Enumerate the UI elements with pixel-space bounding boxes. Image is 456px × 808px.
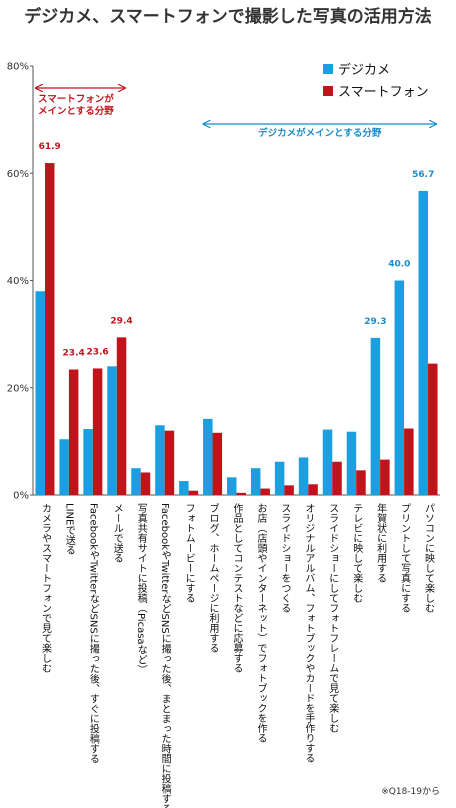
category-label-7: ブログ、ホームページに利用する [207,502,219,653]
bar-digicam-12 [322,429,333,495]
category-label-9: お店（店頭やインターネット）でフォトブックを作る [255,503,267,743]
data-label: 29.4 [110,316,132,326]
bar-digicam-5 [155,425,165,495]
category-label-5: FacebookやTwitterなどSNSに撮った後、まとまった時間に投稿する [159,503,171,808]
bar-digicam-0 [35,291,45,495]
category-label-13: テレビに映して楽しむ [351,503,363,603]
category-label-1: LINEで送る [63,503,75,555]
category-label-6: フォトムービーにする [183,503,195,603]
bar-digicam-13 [346,431,357,495]
annotation-text: メインとする分野 [38,105,114,117]
bar-digicam-2 [83,429,93,495]
legend-swatch-digicam [323,64,333,74]
bar-digicam-4 [131,468,141,495]
bar-smartphone-11 [308,484,318,495]
bar-smartphone-4 [140,472,151,495]
data-label: 40.0 [388,260,410,270]
category-label-16: パソコンに映して楽しむ [423,503,435,613]
bar-smartphone-1 [68,369,79,495]
data-label: 29.3 [364,317,386,327]
bar-smartphone-13 [356,470,366,495]
data-label: 56.7 [412,170,434,180]
bar-digicam-16 [418,190,429,495]
bar-smartphone-2 [92,368,103,495]
footnote: ※Q18-19から [381,786,440,797]
bar-digicam-6 [179,481,189,495]
category-label-15: プリントして写真にする [399,503,411,613]
bar-smartphone-6 [188,490,199,495]
y-tick-label: 80% [7,62,29,73]
data-label: 61.9 [39,142,61,152]
data-label: 23.6 [86,347,108,357]
category-label-3: メールで送る [111,503,123,563]
bar-digicam-1 [59,439,69,495]
bar-digicam-10 [274,461,285,495]
category-label-14: 年賀状に利用する [375,502,387,583]
y-tick-label: 40% [7,276,29,287]
chart-title: デジカメ、スマートフォンで撮影した写真の活用方法 [24,6,432,27]
bar-smartphone-12 [332,461,342,495]
annotation-text: スマートフォンが [38,93,114,105]
bar-smartphone-8 [236,492,246,495]
category-labels: カメラやスマートフォンで見て楽しむ LINEで送る FacebookやTwitter… [39,502,434,808]
bar-digicam-11 [298,457,309,495]
legend-label-smartphone: スマートフォン [338,85,429,100]
bar-smartphone-7 [212,432,223,495]
category-label-0: カメラやスマートフォンで見て楽しむ [39,503,51,673]
bar-smartphone-15 [404,428,414,495]
category-label-8: 作品としてコンテストなどに応募する [231,503,243,673]
bar-smartphone-3 [116,337,127,495]
bar-digicam-9 [250,468,261,495]
category-label-10: スライドショーをつくる [279,503,291,613]
bars [35,163,438,495]
bar-smartphone-10 [284,485,294,495]
bar-smartphone-0 [44,163,55,495]
bar-smartphone-16 [428,363,438,495]
legend-label-digicam: デジカメ [338,62,390,78]
bar-digicam-8 [227,477,237,495]
bar-digicam-15 [394,280,405,495]
bar-digicam-3 [107,366,117,495]
y-tick-label: 20% [7,383,29,394]
data-label: 23.4 [63,349,85,359]
bar-smartphone-5 [164,430,175,495]
bar-digicam-7 [203,418,213,495]
category-label-11: オリジナルアルバム、フォトブックやカードを手作りする [303,503,315,763]
legend-swatch-smartphone [323,86,333,96]
annotation-text: デジカメがメインとする分野 [258,127,382,139]
y-tick-label: 0% [13,491,29,502]
category-label-4: 写真共有サイトに投稿（Picasaなど） [135,503,147,675]
bar-smartphone-14 [380,459,390,495]
category-label-12: スライドショーにしてフォトフレームで見て楽しむ [327,503,339,733]
category-label-2: FacebookやTwitterなどSNSに撮った後、すぐに投稿する [87,503,99,764]
data-labels: 61.9 23.4 23.6 29.4 29.3 40.0 56.7 [39,142,435,358]
bar-smartphone-9 [260,488,270,495]
bar-digicam-14 [370,337,381,495]
y-tick-label: 60% [7,169,29,180]
